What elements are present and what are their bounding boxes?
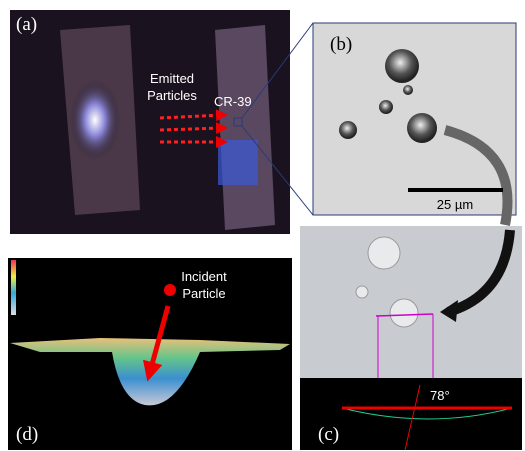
annotation: Particles bbox=[147, 88, 197, 103]
panel-b: 25 µm (b) bbox=[313, 23, 516, 225]
panel-label: (b) bbox=[330, 34, 352, 55]
angle-label: 78° bbox=[430, 388, 450, 403]
panel-label: (d) bbox=[16, 424, 38, 445]
annotation: Incident bbox=[181, 269, 227, 284]
figure: (a) Emitted Particles CR-39 25 µm (b) 78 bbox=[0, 0, 525, 451]
panel-label: (a) bbox=[16, 14, 37, 35]
panel-c: 78° (c) bbox=[300, 226, 522, 450]
panel-label: (c) bbox=[318, 424, 339, 445]
annotation: Emitted bbox=[150, 71, 194, 86]
annotation: CR-39 bbox=[214, 94, 252, 109]
annotation: Particle bbox=[182, 286, 225, 301]
panel-d: Incident Particle (d) bbox=[8, 258, 292, 450]
scale-bar-label: 25 µm bbox=[437, 197, 473, 212]
panel-a: (a) Emitted Particles CR-39 bbox=[10, 10, 290, 234]
